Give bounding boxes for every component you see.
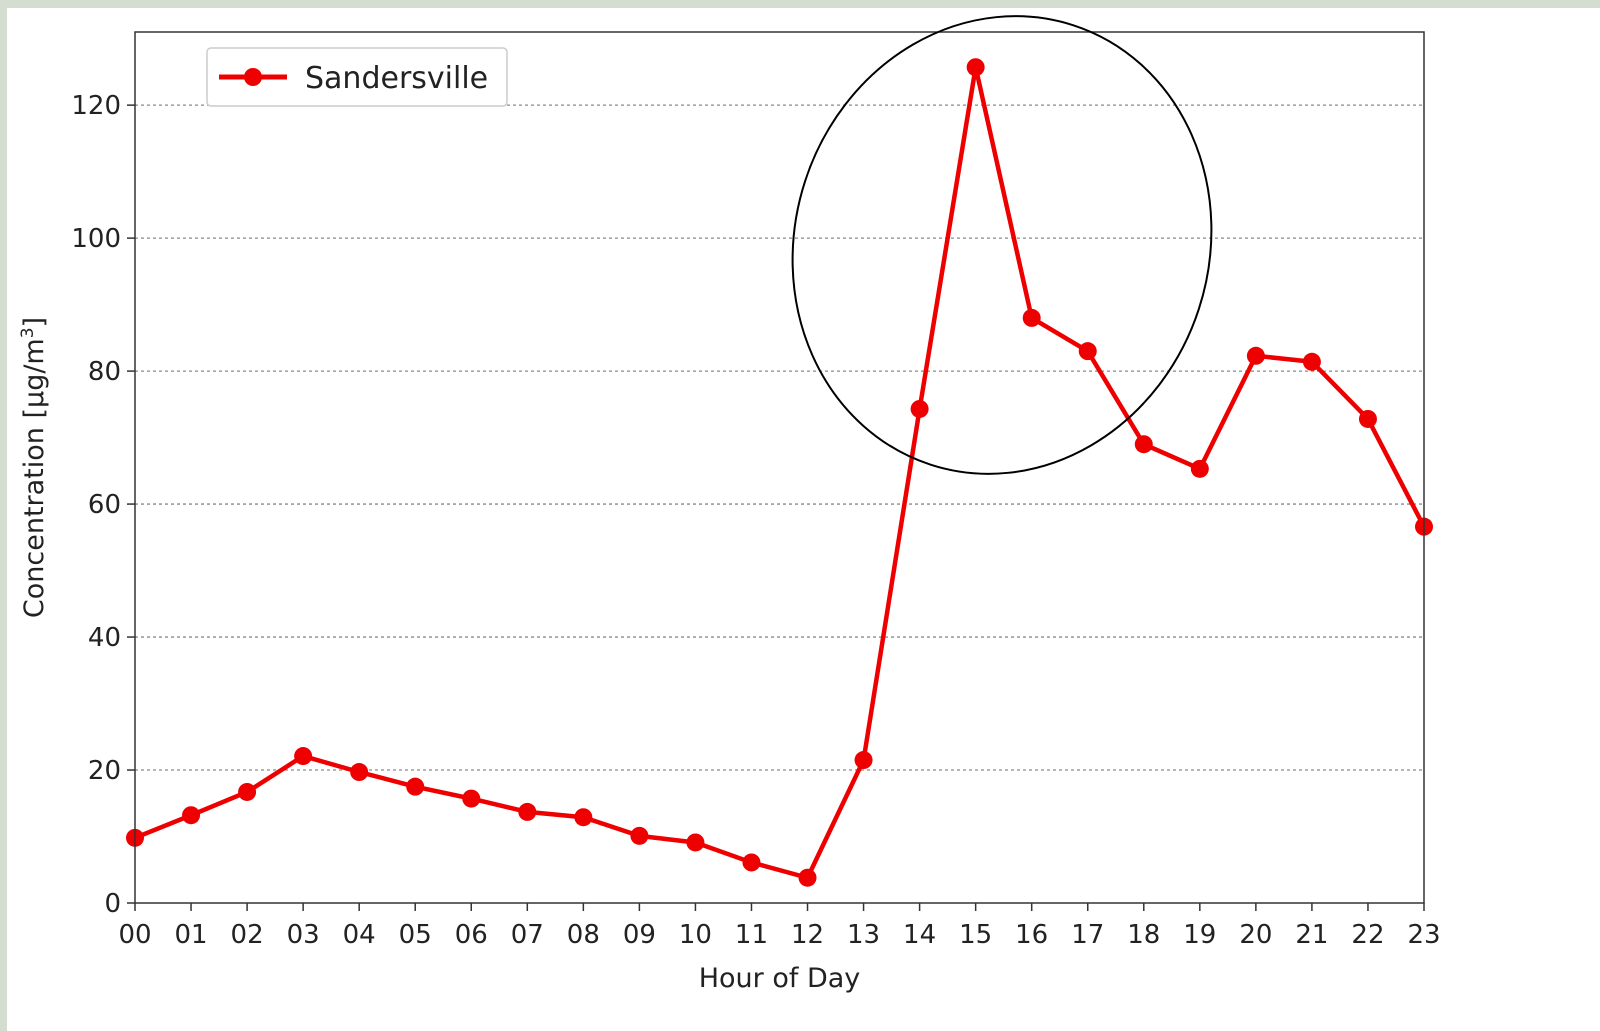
data-point [462, 789, 481, 808]
data-point [518, 802, 537, 821]
y-tick-label: 80 [88, 357, 121, 387]
y-tick-label: 20 [88, 756, 121, 786]
data-point [1302, 352, 1321, 371]
y-axis-ticks: 0 20 40 60 80 100 120 [71, 91, 135, 919]
legend: Sandersville [206, 47, 508, 107]
x-axis-ticks: 00 01 02 03 04 05 06 07 08 09 10 11 12 13 14 15 16 17 18 19… [118, 903, 1441, 950]
x-tick-label: 07 [511, 920, 544, 950]
series-layer [126, 58, 1433, 887]
data-point [406, 777, 425, 796]
data-point [1190, 459, 1209, 478]
data-point [182, 806, 201, 825]
x-tick-label: 13 [847, 920, 880, 950]
data-point [854, 751, 873, 770]
y-axis-title-superscript: 3 [18, 327, 38, 338]
data-point [1246, 346, 1265, 365]
data-point [1078, 342, 1097, 361]
data-point [294, 747, 313, 766]
x-tick-label: 20 [1239, 920, 1272, 950]
x-tick-label: 15 [959, 920, 992, 950]
y-tick-label: 40 [88, 623, 121, 653]
x-tick-label: 19 [1183, 920, 1216, 950]
x-tick-label: 04 [343, 920, 376, 950]
legend-box [206, 47, 508, 107]
y-tick-label: 100 [71, 224, 121, 254]
x-tick-label: 12 [791, 920, 824, 950]
series-line [134, 64, 1426, 880]
highlight-ellipse [791, 15, 1213, 475]
x-tick-label: 09 [623, 920, 656, 950]
data-point [630, 826, 649, 845]
x-tick-label: 17 [1071, 920, 1104, 950]
data-point [966, 58, 985, 77]
y-axis-title-main: Concentration [µg/m [19, 338, 50, 618]
y-tick-label: 120 [71, 91, 121, 121]
x-tick-label: 10 [679, 920, 712, 950]
x-tick-label: 01 [174, 920, 207, 950]
plot-border [134, 31, 1425, 904]
x-tick-label: 14 [903, 920, 936, 950]
x-tick-label: 18 [1127, 920, 1160, 950]
x-tick-label: 16 [1015, 920, 1048, 950]
y-tick-label: 60 [88, 490, 121, 520]
x-axis-title: Hour of Day [699, 963, 861, 994]
data-point [350, 763, 369, 782]
x-tick-label: 08 [567, 920, 600, 950]
data-point [742, 853, 761, 872]
x-tick-label: 23 [1407, 920, 1440, 950]
x-tick-label: 03 [287, 920, 320, 950]
y-tick-label: 0 [104, 889, 121, 919]
x-tick-label: 22 [1351, 920, 1384, 950]
y-axis-title: Concentration [µg/m3] [18, 317, 50, 618]
data-point [1134, 435, 1153, 454]
x-tick-label: 02 [231, 920, 264, 950]
data-point [910, 399, 929, 418]
legend-marker-swatch [244, 68, 262, 86]
data-point [574, 808, 593, 827]
data-point [686, 833, 705, 852]
x-tick-label: 21 [1295, 920, 1328, 950]
chart-svg: 0 20 40 60 80 100 120 00 01 02 03 04 05 06 07 08 09 10 11… [18, 15, 1441, 994]
y-axis-title-end: ] [19, 317, 50, 328]
gridlines [135, 104, 1424, 771]
x-tick-label: 05 [399, 920, 432, 950]
data-point [1358, 409, 1377, 428]
chart-frame: 0 20 40 60 80 100 120 00 01 02 03 04 05 06 07 08 09 10 11… [7, 8, 1600, 1031]
data-point [238, 782, 257, 801]
data-point [798, 868, 817, 887]
legend-label: Sandersville [305, 61, 488, 96]
data-point [1022, 308, 1041, 327]
x-tick-label: 06 [455, 920, 488, 950]
x-tick-label: 00 [118, 920, 151, 950]
x-tick-label: 11 [735, 920, 768, 950]
